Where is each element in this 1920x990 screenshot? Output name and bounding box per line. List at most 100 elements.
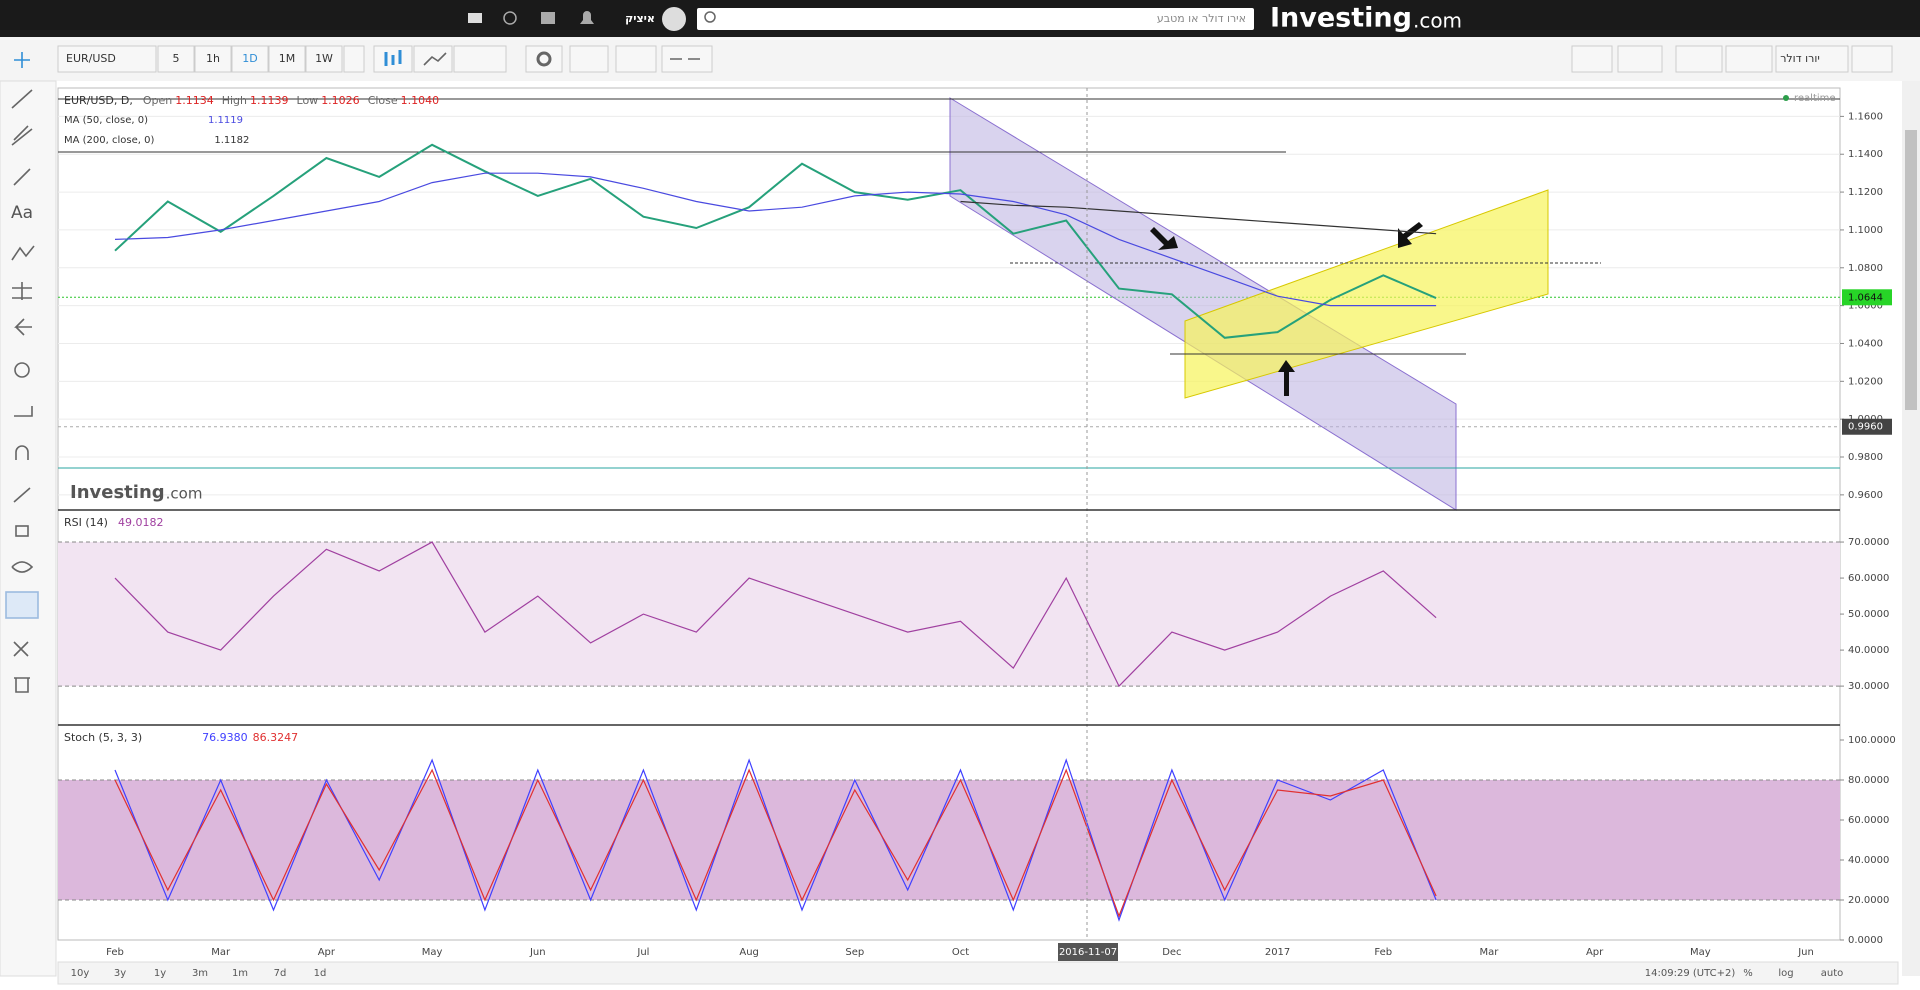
avatar[interactable]	[662, 7, 686, 31]
cloud-load[interactable]	[1675, 45, 1723, 73]
snapshot-button[interactable]	[1571, 45, 1613, 73]
brand-suffix[interactable]: .com	[1413, 9, 1462, 33]
interval[interactable]: 1h	[206, 52, 220, 65]
crosshair-date-box	[1058, 943, 1118, 961]
lock-tool[interactable]	[15, 525, 29, 537]
cloud-save[interactable]	[1725, 45, 1773, 73]
scale-option[interactable]: auto	[1821, 968, 1844, 979]
x-tick-label: May	[422, 947, 443, 958]
x-tick-label: Oct	[952, 947, 969, 958]
pattern-tool[interactable]	[11, 245, 35, 261]
pencil-lock[interactable]	[13, 487, 31, 503]
x-tick-label: Jul	[636, 947, 649, 958]
interval[interactable]: 5	[173, 52, 180, 65]
y-tick-label: 60.0000	[1848, 573, 1889, 584]
user-name[interactable]: איציק	[625, 12, 655, 25]
sidebar-icons[interactable]	[5, 52, 39, 693]
y-tick-label: 1.1200	[1848, 187, 1883, 198]
ohlc-value: 1.1026	[321, 94, 360, 107]
series-line	[114, 172, 1437, 307]
portfolio-icon[interactable]	[541, 12, 555, 24]
fullscreen-button[interactable]	[1851, 45, 1893, 73]
y-tick-label: 40.0000	[1848, 645, 1889, 656]
magnet-tool[interactable]	[15, 445, 29, 460]
y-tick-label: 0.9800	[1848, 452, 1883, 463]
legend-value: 86.3247	[253, 731, 299, 744]
x-tick-label: Apr	[318, 947, 336, 958]
bell-icon[interactable]	[580, 11, 594, 24]
crosshair-tool[interactable]	[14, 52, 30, 68]
interval[interactable]: 1D	[242, 52, 257, 65]
balance-button[interactable]	[615, 45, 657, 73]
settings-button[interactable]	[525, 45, 563, 73]
level-band	[58, 542, 1840, 687]
x-tick-label: Dec	[1162, 947, 1181, 958]
back-tool[interactable]	[14, 318, 32, 336]
interval-button[interactable]	[231, 45, 269, 73]
ruler-tool[interactable]	[14, 406, 33, 417]
studies-button[interactable]	[569, 45, 609, 73]
crosshair-date: 2016-11-07	[1059, 947, 1117, 958]
link-tool[interactable]	[5, 591, 39, 619]
y-tick-label: 1.0800	[1848, 263, 1883, 274]
search-icon[interactable]	[704, 11, 716, 23]
interval-button[interactable]	[268, 45, 306, 73]
compare-button[interactable]	[453, 45, 507, 73]
interval[interactable]: 1M	[279, 52, 296, 65]
realtime-dot	[1783, 95, 1789, 101]
interval-button[interactable]	[305, 45, 343, 73]
x-tick-label: Mar	[1480, 947, 1500, 958]
color-button[interactable]	[1617, 45, 1663, 73]
ohlc-label: Close	[368, 94, 398, 107]
brand[interactable]: Investing	[1270, 3, 1412, 34]
symbol[interactable]: EUR/USD	[66, 52, 116, 65]
channel-tool[interactable]	[11, 125, 33, 146]
grid-layer	[58, 115, 1844, 941]
ascending-channel	[1184, 189, 1549, 399]
indicator-line	[114, 541, 1437, 688]
arrow	[1398, 222, 1423, 248]
zoom-tool[interactable]	[14, 362, 30, 378]
interval-button[interactable]	[157, 45, 195, 73]
range-button[interactable]: 1y	[154, 968, 166, 979]
brush-tool[interactable]	[13, 168, 31, 186]
scale-option[interactable]: log	[1778, 968, 1793, 979]
hide-tool[interactable]	[11, 561, 34, 573]
range-button[interactable]: 3m	[192, 968, 208, 979]
pair-box[interactable]	[1775, 45, 1849, 73]
line-tool[interactable]	[11, 89, 33, 109]
interval-dropdown[interactable]	[343, 45, 365, 73]
interval[interactable]: 1W	[315, 52, 333, 65]
text-tool[interactable]: Aa	[11, 203, 33, 223]
range-button[interactable]: 1m	[232, 968, 248, 979]
ohlc-value: 1.1134	[175, 94, 214, 107]
flag-icon[interactable]	[468, 13, 482, 23]
ohlc-label: Open	[143, 94, 172, 107]
search-box[interactable]	[697, 8, 1254, 30]
remove-tool[interactable]	[13, 641, 29, 657]
scale-option[interactable]: %	[1743, 968, 1753, 979]
measure-tool[interactable]	[12, 282, 32, 300]
crosshair-price: 0.9960	[1848, 422, 1883, 433]
range-button[interactable]: 7d	[274, 968, 287, 979]
y-tick-label: 0.0000	[1848, 935, 1883, 946]
scroll-thumb[interactable]	[1905, 130, 1917, 410]
range-button[interactable]: 10y	[71, 968, 90, 979]
realtime-label: realtime	[1794, 93, 1836, 104]
ohlc-value: 1.1139	[250, 94, 289, 107]
symbol-box[interactable]	[57, 45, 157, 73]
interval-button[interactable]	[194, 45, 232, 73]
range-button[interactable]: 1d	[314, 968, 327, 979]
last-price: 1.0644	[1848, 292, 1883, 303]
range-button[interactable]: 3y	[114, 968, 126, 979]
indicators-button[interactable]	[413, 45, 453, 73]
watermark-suffix: .com	[166, 485, 203, 503]
x-tick-label: Aug	[739, 947, 759, 958]
pair-name[interactable]: יורו דולר	[1780, 52, 1820, 65]
trash-tool[interactable]	[14, 677, 30, 693]
undo-redo[interactable]	[661, 45, 713, 73]
clock-icon[interactable]	[503, 11, 517, 25]
search-placeholder[interactable]: אירו דולר או מטבע	[1157, 12, 1246, 25]
